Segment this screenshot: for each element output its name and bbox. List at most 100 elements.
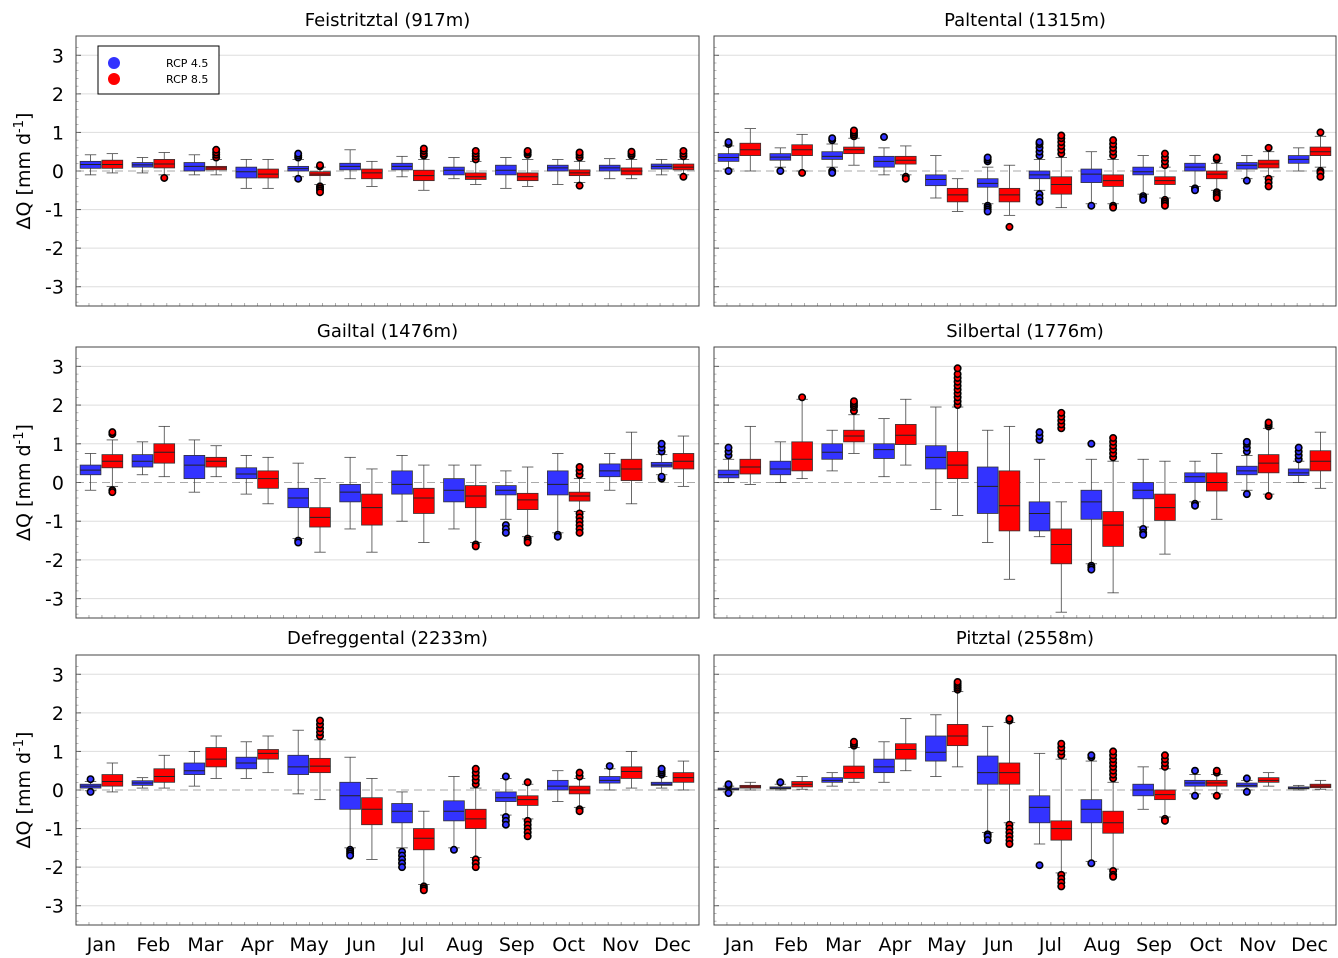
legend-label: RCP 4.5 [166, 57, 208, 70]
box-rcp45-feb [769, 778, 792, 791]
box-rcp85-feb [791, 393, 813, 480]
box-rcp45-jul [1028, 752, 1051, 870]
box-iqr [361, 493, 383, 526]
box-iqr [1206, 170, 1228, 180]
outlier [1057, 408, 1066, 417]
box-iqr [1206, 472, 1228, 492]
box-iqr [821, 443, 843, 460]
box-iqr [568, 491, 591, 502]
outlier [776, 778, 785, 787]
box-rcp45-aug [443, 157, 465, 180]
box-iqr [1028, 795, 1051, 824]
x-tick-label: May [289, 934, 328, 956]
outlier [1005, 222, 1014, 231]
box-rcp45-apr [235, 159, 258, 189]
box-rcp85-apr [257, 159, 279, 189]
box-rcp45-mar [821, 134, 843, 177]
y-tick-label: 3 [52, 664, 64, 686]
y-tick-label: -1 [45, 819, 64, 841]
box-rcp45-mar [183, 439, 206, 493]
box-rcp45-nov [1236, 437, 1258, 499]
box-iqr [769, 460, 792, 476]
box-rcp45-sep [495, 157, 517, 189]
box-rcp45-apr [873, 133, 895, 176]
outlier [1212, 153, 1221, 162]
box-rcp45-mar [183, 154, 206, 176]
y-axis-label: ΔQ [mm d-1] [12, 732, 35, 849]
box-rcp85-nov [1257, 418, 1280, 501]
box-rcp85-may [946, 677, 969, 768]
plot-frame [713, 35, 1337, 307]
box-rcp45-jan [79, 453, 102, 491]
box-rcp45-apr [235, 454, 258, 495]
outlier [901, 174, 910, 183]
outlier [1109, 136, 1118, 145]
outlier [294, 149, 303, 158]
box-iqr [205, 747, 227, 768]
outlier [1264, 418, 1273, 427]
box-iqr [235, 166, 258, 179]
outlier [1242, 787, 1251, 796]
box-rcp85-nov [620, 147, 643, 180]
box-rcp45-may [925, 714, 947, 777]
box-rcp45-oct [547, 453, 569, 541]
box-rcp85-feb [153, 152, 176, 182]
x-tick-label: Jun [983, 934, 1014, 956]
box-rcp85-jul [1050, 739, 1073, 891]
y-axis-label-sup: -1 [12, 739, 27, 752]
outlier [501, 772, 510, 781]
box-iqr [925, 174, 947, 187]
y-tick-label: 3 [52, 356, 64, 378]
box-iqr [821, 151, 843, 160]
box-iqr [361, 797, 383, 826]
box-iqr [257, 470, 279, 489]
box-rcp85-jun [998, 164, 1021, 231]
box-rcp45-feb [769, 147, 792, 176]
outlier [724, 138, 733, 147]
x-tick-label: Nov [602, 934, 639, 956]
legend-marker [108, 57, 120, 69]
box-iqr [1080, 489, 1103, 520]
box-rcp85-apr [895, 145, 917, 183]
x-tick-label: Jul [1038, 934, 1062, 956]
outlier [575, 181, 584, 190]
y-tick-label: 1 [52, 122, 64, 144]
panel-title: Paltental (1315m) [944, 10, 1106, 31]
box-rcp85-jul [1050, 408, 1073, 613]
outlier [471, 764, 480, 773]
box-iqr [1028, 501, 1051, 532]
plot-area [714, 36, 1336, 306]
plot-area [76, 655, 699, 925]
box-iqr [895, 743, 917, 760]
box-rcp85-aug [464, 764, 487, 872]
outlier [849, 737, 858, 746]
outlier [983, 207, 992, 216]
box-rcp85-sep [1154, 149, 1176, 210]
legend-marker [108, 73, 120, 85]
box-rcp85-jun [361, 160, 383, 187]
outlier [419, 144, 428, 153]
box-iqr [620, 766, 643, 779]
box-rcp45-may [287, 149, 309, 183]
outlier [1264, 492, 1273, 501]
outlier [983, 836, 992, 845]
box-rcp85-mar [205, 735, 227, 779]
box-iqr [925, 735, 947, 762]
outlier [1035, 197, 1044, 206]
box-rcp45-jul [391, 791, 413, 872]
box-rcp85-oct [568, 463, 591, 537]
box-rcp45-dec [1287, 147, 1310, 172]
outlier [983, 153, 992, 162]
outlier [1264, 143, 1273, 152]
box-rcp45-may [925, 155, 947, 199]
box-iqr [547, 470, 569, 496]
y-axis-label: ΔQ [mm d-1] [12, 424, 35, 541]
box-iqr [1184, 472, 1206, 483]
y-tick-label: 3 [52, 45, 64, 67]
y-tick-label: 1 [52, 434, 64, 456]
outlier [1109, 747, 1118, 756]
outlier [849, 397, 858, 406]
plot-area [714, 655, 1336, 925]
box-iqr [976, 755, 999, 785]
